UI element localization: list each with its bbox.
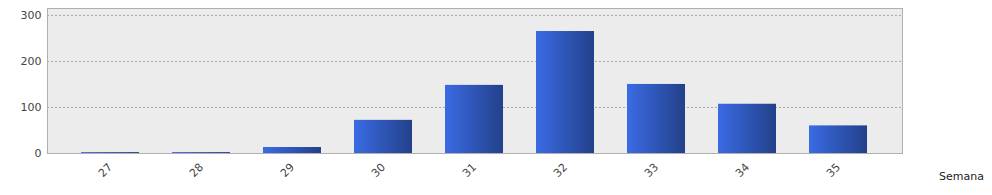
svg-text:35: 35 xyxy=(824,161,843,180)
svg-text:34: 34 xyxy=(733,161,752,180)
svg-text:30: 30 xyxy=(369,161,388,180)
svg-text:28: 28 xyxy=(187,161,206,180)
html-text:Semana: Semana xyxy=(939,170,984,183)
svg-text:200: 200 xyxy=(21,55,42,68)
svg-text:33: 33 xyxy=(642,161,661,180)
svg-text:100: 100 xyxy=(21,101,42,114)
svg-text:300: 300 xyxy=(21,9,42,22)
svg-text:0: 0 xyxy=(35,147,42,160)
svg-text:31: 31 xyxy=(460,161,479,180)
svg-text:27: 27 xyxy=(96,161,115,180)
svg-text:29: 29 xyxy=(278,161,297,180)
svg-text:32: 32 xyxy=(551,161,570,180)
